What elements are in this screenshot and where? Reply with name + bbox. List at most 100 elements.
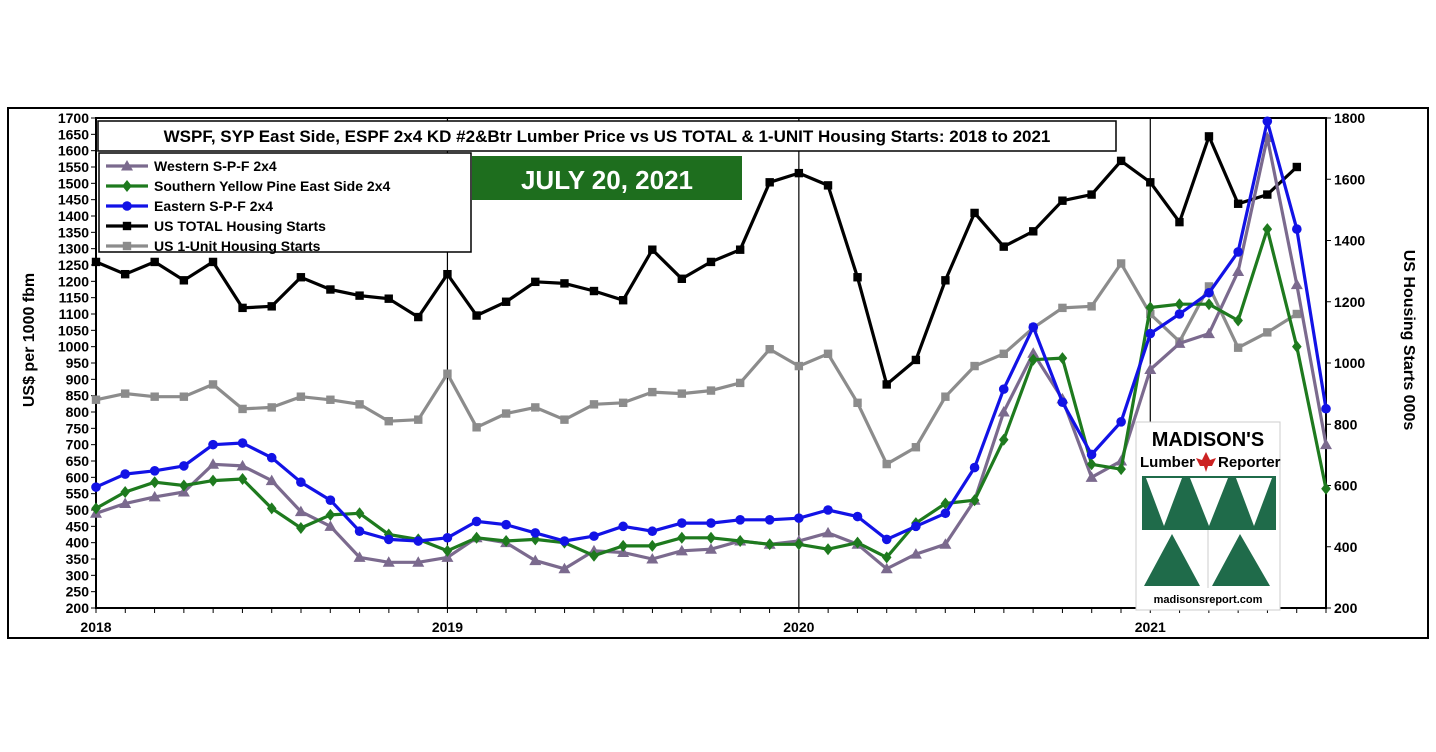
left-tick-label: 1550: [58, 159, 89, 175]
series-1: [91, 223, 1331, 564]
data-point: [325, 508, 336, 521]
left-tick-label: 1250: [58, 257, 89, 273]
legend-marker: [122, 201, 132, 211]
data-point: [1321, 403, 1331, 414]
data-point: [1263, 190, 1272, 199]
data-point: [383, 534, 394, 545]
series-3: [91, 132, 1302, 389]
legend-marker: [122, 180, 132, 192]
left-tick-label: 700: [66, 437, 90, 453]
left-tick-label: 750: [66, 420, 90, 436]
series-line: [95, 134, 1298, 386]
data-point: [1175, 217, 1184, 227]
data-point: [149, 466, 160, 476]
data-point: [677, 389, 687, 398]
logo-triangles-icon: [1142, 476, 1276, 588]
data-point: [531, 277, 540, 287]
data-point: [1029, 227, 1038, 236]
data-point: [265, 474, 278, 486]
data-point: [589, 286, 599, 296]
data-point: [1263, 328, 1272, 337]
data-point: [648, 245, 657, 254]
left-axis-title: US$ per 1000 fbm: [21, 273, 38, 407]
data-point: [764, 515, 775, 525]
data-point: [1116, 417, 1126, 427]
data-point: [998, 433, 1009, 446]
x-tick-label: 2021: [1135, 619, 1166, 635]
data-point: [882, 380, 891, 389]
data-point: [266, 452, 277, 463]
left-tick-label: 200: [66, 600, 90, 616]
data-point: [1087, 302, 1096, 311]
data-point: [880, 562, 893, 574]
data-point: [853, 398, 862, 408]
x-axis-ticks: 2018 2019 2020 2021: [80, 608, 1327, 635]
data-point: [1144, 363, 1157, 375]
data-point: [1290, 278, 1303, 290]
left-tick-label: 1650: [58, 126, 89, 142]
data-point: [149, 476, 160, 489]
data-point: [1232, 265, 1245, 277]
data-point: [794, 538, 804, 551]
left-tick-label: 850: [66, 388, 90, 404]
data-point: [179, 392, 189, 401]
data-point: [207, 458, 220, 469]
data-point: [150, 392, 159, 401]
data-point: [1292, 340, 1302, 353]
data-point: [1173, 337, 1186, 348]
right-tick-label: 200: [1334, 600, 1358, 616]
data-point: [998, 384, 1009, 394]
legend-label: Western S-P-F 2x4: [154, 158, 277, 174]
data-point: [294, 505, 307, 517]
data-point: [501, 297, 511, 306]
data-point: [677, 274, 687, 283]
data-point: [266, 502, 277, 515]
data-point: [179, 461, 189, 471]
legend-item: US TOTAL Housing Starts: [106, 218, 326, 234]
left-tick-label: 300: [66, 567, 90, 583]
data-point: [296, 392, 306, 401]
data-point: [1086, 449, 1097, 460]
data-point: [1146, 178, 1155, 187]
data-point: [618, 296, 628, 305]
data-point: [354, 526, 365, 537]
data-point: [208, 474, 218, 487]
series-2: [91, 116, 1331, 546]
legend-item: US 1-Unit Housing Starts: [106, 238, 321, 254]
data-point: [443, 269, 452, 279]
data-point: [853, 273, 862, 282]
data-point: [413, 536, 424, 546]
data-point: [1116, 463, 1126, 476]
left-axis-ticks: 2002503003504004505005506006507007508008…: [58, 110, 96, 616]
data-point: [646, 553, 659, 564]
data-point: [1262, 223, 1273, 236]
data-point: [150, 257, 159, 267]
data-point: [1204, 132, 1214, 141]
data-point: [472, 311, 481, 320]
data-point: [794, 361, 804, 371]
data-point: [120, 469, 130, 479]
data-point: [120, 269, 130, 279]
data-point: [560, 279, 569, 288]
data-point: [382, 556, 395, 567]
data-point: [1116, 259, 1126, 268]
data-point: [414, 312, 423, 322]
data-point: [325, 495, 336, 506]
data-point: [618, 521, 628, 532]
legend-box: [98, 152, 472, 253]
data-point: [471, 531, 482, 544]
left-tick-label: 800: [66, 404, 90, 420]
legend-label: Southern Yellow Pine East Side 2x4: [154, 178, 390, 194]
data-point: [530, 528, 541, 538]
x-tick-label: 2018: [80, 619, 111, 635]
data-point: [823, 543, 833, 556]
data-point: [882, 459, 891, 469]
data-point: [940, 497, 951, 510]
legend-item: Southern Yellow Pine East Side 2x4: [106, 178, 390, 194]
left-tick-label: 1200: [58, 273, 89, 289]
left-tick-label: 250: [66, 584, 90, 600]
left-tick-label: 400: [66, 535, 90, 551]
data-point: [705, 543, 717, 554]
left-tick-label: 1100: [59, 306, 90, 322]
